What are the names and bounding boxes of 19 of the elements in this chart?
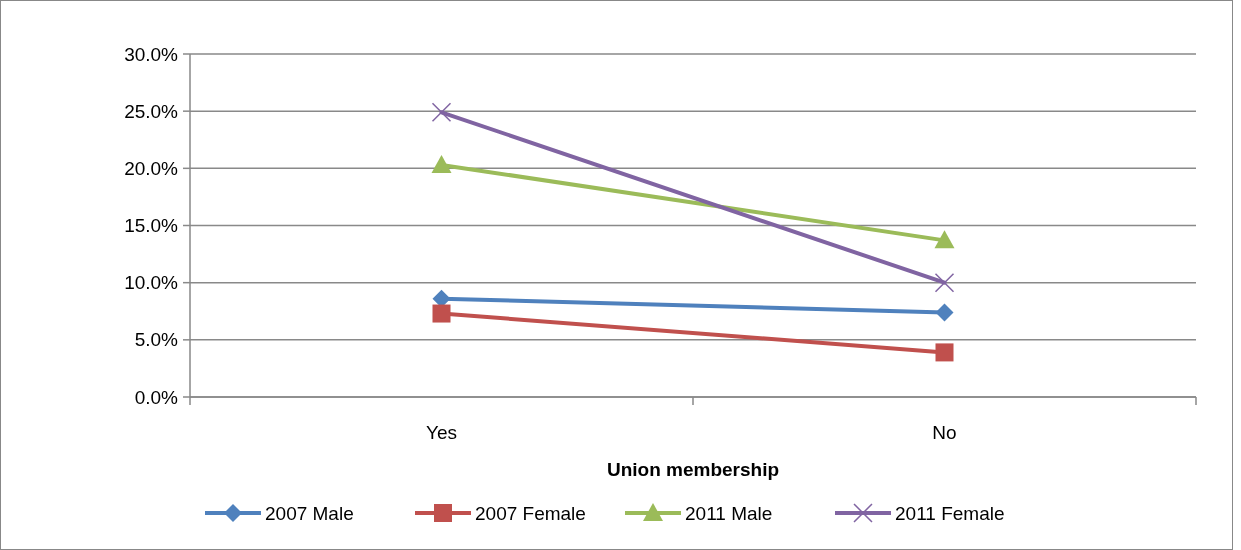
x-tick-label: Yes	[426, 422, 457, 443]
y-tick-label: 0.0%	[134, 386, 179, 408]
legend-label: 2011 Female	[895, 502, 1005, 524]
legend-label: 2011 Male	[685, 502, 773, 524]
y-tick-label: 10.0%	[124, 272, 179, 294]
y-tick-label: 15.0%	[124, 215, 179, 237]
y-tick-label: 5.0%	[134, 329, 179, 351]
legend-label: 2007 Male	[265, 502, 354, 524]
x-axis-title: Union membership	[606, 459, 780, 480]
point	[935, 303, 954, 322]
point	[935, 343, 954, 362]
y-tick-label: 20.0%	[124, 157, 179, 179]
x-tick-label: No	[932, 422, 957, 443]
y-tick-label: 30.0%	[124, 43, 179, 65]
point	[431, 102, 452, 123]
y-tick-label: 25.0%	[124, 100, 179, 122]
legend-label: 2007 Female	[475, 502, 586, 524]
point	[934, 272, 955, 293]
point	[432, 304, 451, 323]
